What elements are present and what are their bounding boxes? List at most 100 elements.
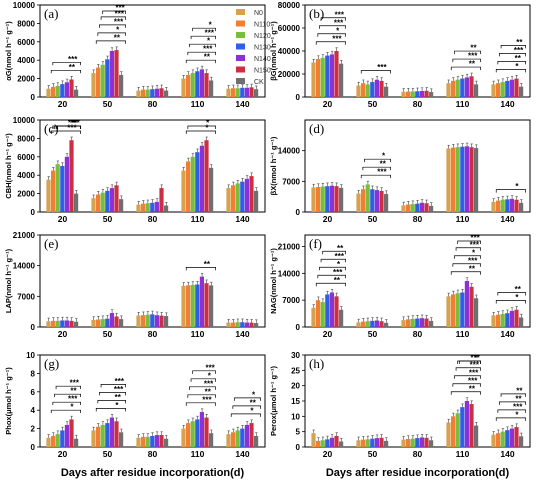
bar-N150 — [514, 78, 519, 97]
x-tick-label: 140 — [235, 99, 249, 109]
x-tick-label: 80 — [413, 449, 423, 459]
bar-N110 — [451, 294, 456, 327]
chart-panel-2: (c) CBH(nmol h⁻¹ g⁻¹) 0 2000 4000 6000 8000 100… — [4, 116, 266, 224]
bar-N140 — [419, 437, 424, 447]
bar-N150 — [379, 321, 384, 327]
bar-CK — [429, 320, 434, 327]
bar-N130 — [240, 181, 245, 212]
bar-N110 — [231, 432, 236, 447]
x-tick-label: 20 — [323, 329, 333, 339]
significance-bracket — [457, 240, 481, 244]
y-tick-label: 0 — [296, 93, 301, 102]
significance-label: *** — [333, 268, 343, 277]
x-tick-label: 80 — [413, 214, 423, 224]
bar-N140 — [464, 146, 469, 212]
bar-N150 — [469, 404, 474, 447]
significance-label: * — [116, 25, 120, 34]
significance-label: *** — [202, 395, 212, 404]
bar-N130 — [325, 294, 330, 327]
significance-label: *** — [68, 55, 78, 64]
y-tick-label: 30 — [291, 351, 300, 360]
significance-bracket — [454, 255, 481, 259]
bar-N140 — [374, 438, 379, 447]
significance-label: * — [337, 260, 341, 269]
significance-label: *** — [468, 256, 478, 265]
x-tick-label: 140 — [500, 214, 514, 224]
significance-label: *** — [205, 29, 215, 38]
bar-N0 — [136, 437, 141, 447]
y-tick-label: 6000 — [17, 38, 35, 47]
significance-bracket — [185, 59, 216, 64]
significance-bracket — [500, 393, 526, 397]
panel-label: (b) — [309, 6, 324, 21]
y-tick-label: 20 — [291, 382, 300, 391]
bar-CK — [519, 86, 524, 97]
bar-CK — [474, 425, 479, 447]
bar-N0 — [91, 73, 96, 97]
significance-bracket — [455, 367, 481, 371]
y-axis-label: Phox(μmol h⁻¹ g⁻¹) — [4, 367, 13, 435]
x-tick-label: 80 — [413, 329, 423, 339]
bar-N0 — [181, 428, 186, 447]
bar-N0 — [446, 422, 451, 447]
bar-N150 — [469, 76, 474, 97]
y-tick-label: 0 — [31, 323, 36, 332]
panel-frame — [39, 4, 266, 98]
y-tick-label: 4 — [31, 406, 36, 415]
y-tick-label: 14000 — [13, 262, 36, 271]
significance-bracket — [185, 267, 216, 271]
bar-N140 — [509, 79, 514, 97]
bar-CK — [519, 202, 524, 212]
significance-label: *** — [70, 119, 80, 128]
bar-N110 — [231, 322, 236, 327]
bar-N110 — [316, 59, 321, 97]
bar-N0 — [136, 204, 141, 212]
bar-N140 — [109, 51, 114, 97]
significance-label: *** — [470, 234, 480, 243]
bar-N110 — [141, 203, 146, 212]
bar-CK — [339, 309, 344, 327]
panel-label: (a) — [44, 6, 58, 21]
significance-bracket — [360, 70, 391, 74]
significance-label: *** — [205, 363, 215, 372]
significance-label: * — [515, 62, 519, 71]
significance-label: * — [115, 401, 119, 410]
bar-N110 — [496, 433, 501, 447]
significance-label: * — [72, 119, 76, 128]
bar-N0 — [401, 91, 406, 97]
bar-N150 — [514, 199, 519, 212]
bar-N110 — [186, 423, 191, 447]
bar-N120 — [55, 164, 60, 212]
x-tick-label: 110 — [456, 99, 470, 109]
significance-label: ** — [69, 63, 76, 72]
significance-label: *** — [203, 45, 213, 54]
bar-CK — [519, 317, 524, 327]
bar-CK — [339, 441, 344, 447]
panel-label: (g) — [44, 356, 59, 371]
bar-N150 — [424, 90, 429, 97]
significance-bracket — [102, 10, 126, 14]
legend-swatch-N150 — [236, 66, 245, 73]
bar-N120 — [365, 321, 370, 327]
bar-N140 — [329, 437, 334, 447]
bar-N130 — [195, 284, 200, 327]
panel-label: (c) — [44, 121, 58, 136]
bar-N120 — [100, 424, 105, 447]
x-tick-label: 110 — [456, 449, 470, 459]
bar-CK — [74, 193, 79, 212]
bar-N140 — [374, 79, 379, 97]
chart-panel-1: (b) βG(nmol h⁻¹ g⁻¹) 0 20000 40000 60000 80000… — [269, 1, 531, 109]
bar-N150 — [204, 140, 209, 212]
bar-N0 — [446, 148, 451, 212]
y-tick-label: 2 — [31, 425, 36, 434]
bar-N140 — [64, 424, 69, 447]
bar-N140 — [154, 201, 159, 212]
bar-N0 — [46, 437, 51, 447]
bar-N0 — [401, 205, 406, 212]
x-tick-label: 50 — [368, 449, 378, 459]
significance-label: *** — [335, 252, 345, 261]
x-tick-label: 20 — [323, 449, 333, 459]
bar-N140 — [199, 145, 204, 212]
